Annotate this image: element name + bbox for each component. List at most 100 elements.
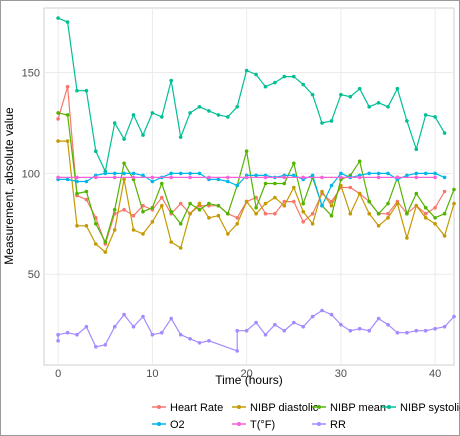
data-point <box>131 228 136 232</box>
legend-label: O2 <box>170 419 185 431</box>
data-point <box>386 322 390 327</box>
data-point <box>94 345 98 349</box>
data-point <box>244 175 249 180</box>
data-point <box>56 117 60 121</box>
data-point <box>160 115 164 119</box>
data-point <box>207 201 211 206</box>
legend: Heart Rate NIBP diastolic NIBP mean NIBP sy… <box>152 402 460 431</box>
data-point <box>150 332 155 337</box>
data-point <box>357 159 362 164</box>
data-point <box>320 308 324 313</box>
data-point <box>122 177 126 182</box>
legend-item-nibp-mean: NIBP mean <box>312 402 386 414</box>
data-point <box>65 177 70 182</box>
data-point <box>169 240 173 244</box>
data-point <box>122 171 126 176</box>
data-point <box>357 326 362 331</box>
data-point <box>226 175 230 180</box>
data-point <box>169 78 173 83</box>
legend-label: NIBP mean <box>330 402 386 414</box>
data-point <box>141 173 145 178</box>
data-point <box>442 189 447 194</box>
data-point <box>56 175 60 180</box>
data-point <box>348 211 353 216</box>
data-point <box>160 330 164 335</box>
data-point <box>131 171 136 176</box>
data-point <box>207 175 211 180</box>
data-point <box>178 332 183 337</box>
data-point <box>254 211 258 216</box>
data-point <box>376 316 381 321</box>
data-point <box>320 175 324 180</box>
data-point <box>103 240 108 244</box>
data-point <box>423 205 428 210</box>
data-point <box>150 175 155 180</box>
data-point <box>339 175 343 180</box>
data-point <box>103 171 108 176</box>
data-point <box>348 185 353 190</box>
data-point <box>386 211 390 216</box>
data-point <box>84 189 89 194</box>
data-point <box>235 349 239 353</box>
data-point <box>320 203 324 208</box>
data-point <box>263 211 268 216</box>
data-point <box>122 137 126 141</box>
data-point <box>235 183 239 188</box>
data-point <box>452 201 456 206</box>
data-point <box>56 16 60 20</box>
data-point <box>273 211 277 216</box>
data-point <box>452 314 456 319</box>
data-point <box>244 199 249 204</box>
data-point <box>178 201 183 206</box>
data-point <box>282 199 287 204</box>
data-point <box>244 328 249 333</box>
data-point <box>320 121 324 125</box>
data-point <box>197 207 202 212</box>
data-point <box>188 175 192 180</box>
data-point <box>329 119 334 123</box>
data-point <box>75 191 79 196</box>
data-point <box>226 211 230 216</box>
data-point <box>320 189 324 194</box>
data-point <box>395 201 400 206</box>
data-point <box>84 224 89 228</box>
legend-item-o2: O2 <box>152 419 185 431</box>
data-point <box>405 211 409 216</box>
data-point <box>386 105 390 109</box>
legend-key-point <box>317 405 321 409</box>
data-point <box>357 86 362 91</box>
x-tick-label: 20 <box>241 368 253 380</box>
data-point <box>65 20 70 24</box>
data-point <box>310 314 315 319</box>
data-point <box>216 177 221 182</box>
data-point <box>376 101 381 105</box>
data-point <box>244 68 249 73</box>
data-point <box>282 175 287 180</box>
data-point <box>386 216 390 220</box>
plot-panel <box>43 7 455 366</box>
data-point <box>423 171 428 176</box>
data-point <box>131 113 136 117</box>
data-point <box>122 207 126 212</box>
series-rr <box>56 308 456 353</box>
legend-label: T(°F) <box>250 419 275 431</box>
data-point <box>254 320 258 325</box>
data-point <box>263 84 268 89</box>
data-point <box>197 201 202 206</box>
data-point <box>367 328 372 333</box>
data-point <box>235 222 239 226</box>
data-point <box>376 211 381 216</box>
data-point <box>414 175 419 180</box>
data-point <box>423 211 428 216</box>
data-point <box>423 113 428 117</box>
data-point <box>292 320 296 325</box>
data-point <box>339 171 343 176</box>
data-point <box>414 171 419 176</box>
data-point <box>339 322 343 327</box>
data-point <box>150 179 155 184</box>
data-point <box>292 74 296 79</box>
legend-key-point <box>237 422 241 426</box>
series-nibp-systolic <box>56 16 447 174</box>
x-tick-label: 0 <box>55 368 61 380</box>
data-point <box>226 179 230 184</box>
